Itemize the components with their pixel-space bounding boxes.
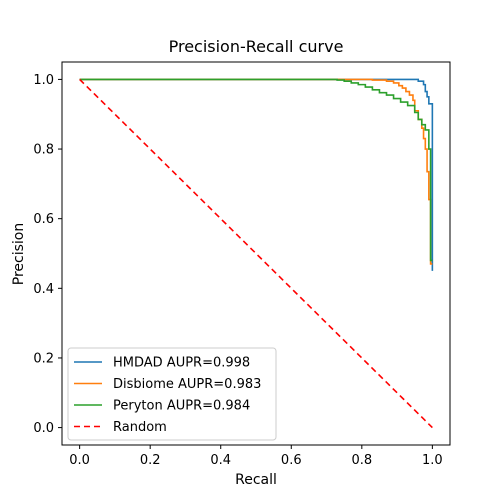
y-axis-label: Precision: [11, 223, 27, 285]
y-tick-label: 0.4: [33, 282, 54, 297]
x-tick-label: 0.4: [210, 453, 231, 468]
x-tick-label: 0.2: [140, 453, 161, 468]
series-layer: [79, 78, 434, 429]
x-tick-label: 0.0: [69, 453, 90, 468]
legend-entry-1: Disbiome AUPR=0.983: [113, 377, 261, 392]
axes-frame: [61, 61, 451, 446]
axes-layer: 0.0 0.2 0.4 0.6 0.8 1.0 0.0 0.2 0.4 0.6 0.8 1.0: [33, 61, 451, 468]
series-line-2: [79, 78, 433, 262]
x-tick-label: 0.6: [281, 453, 302, 468]
legend-entry-2: Peryton AUPR=0.984: [113, 399, 250, 414]
y-tick-label: 0.8: [33, 143, 54, 158]
series-line-0: [79, 78, 434, 271]
y-tick-label: 0.6: [33, 212, 54, 227]
y-tick-label: 1.0: [33, 73, 54, 88]
legend-box: [67, 347, 277, 441]
legend: HMDAD AUPR=0.998 Disbiome AUPR=0.983 Peryt…: [67, 347, 277, 441]
y-tick-label: 0.0: [33, 421, 54, 436]
chart-title: Precision-Recall curve: [169, 37, 344, 56]
series-line-3: [79, 78, 433, 429]
legend-entry-3: Random: [113, 420, 167, 435]
x-axis-label: Recall: [235, 472, 277, 488]
x-tick-label: 1.0: [422, 453, 443, 468]
legend-entry-0: HMDAD AUPR=0.998: [113, 356, 250, 371]
series-line-1: [79, 78, 433, 265]
y-tick-label: 0.2: [33, 351, 54, 366]
x-tick-label: 0.8: [351, 453, 372, 468]
